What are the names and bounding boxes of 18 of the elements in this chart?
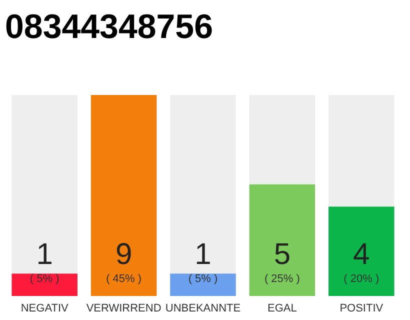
chart-title: 08344348756 <box>5 8 214 46</box>
data-label: 9 <box>115 238 132 271</box>
data-label: 4 <box>353 238 370 271</box>
x-tick-label: POSITIV <box>340 302 384 314</box>
annotation: ( 5% ) <box>30 273 60 285</box>
x-tick-label: VERWIRREND <box>86 302 162 314</box>
annotation: ( 5% ) <box>188 273 218 285</box>
annotation: ( 25% ) <box>264 273 300 285</box>
x-tick-label: EGAL <box>268 302 297 314</box>
x-tick-label: NEGATIV <box>20 302 69 314</box>
data-label: 1 <box>36 238 53 271</box>
data-label: 5 <box>274 238 291 271</box>
bar <box>170 274 236 296</box>
bar <box>12 274 78 296</box>
annotation: ( 20% ) <box>344 273 380 285</box>
data-label: 1 <box>194 238 212 271</box>
x-tick-label: UNBEKANNTE <box>165 302 241 314</box>
annotation: ( 45% ) <box>106 273 142 285</box>
